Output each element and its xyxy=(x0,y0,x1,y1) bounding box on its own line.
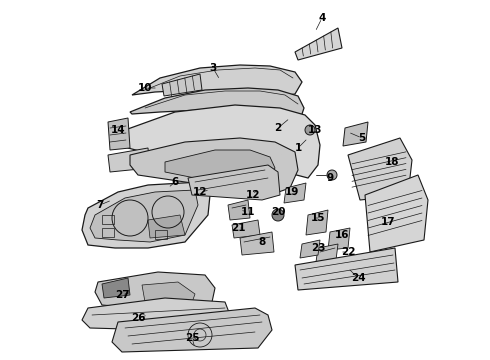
Text: 20: 20 xyxy=(271,207,285,217)
Text: 19: 19 xyxy=(285,187,299,197)
Polygon shape xyxy=(108,118,130,150)
Polygon shape xyxy=(162,74,202,96)
Text: 18: 18 xyxy=(385,157,399,167)
Text: 14: 14 xyxy=(111,125,125,135)
Polygon shape xyxy=(112,308,272,352)
Text: 6: 6 xyxy=(172,177,179,187)
Polygon shape xyxy=(306,210,328,235)
Polygon shape xyxy=(108,148,150,172)
Text: 25: 25 xyxy=(185,333,199,343)
Polygon shape xyxy=(228,200,250,220)
Text: 3: 3 xyxy=(209,63,217,73)
Text: 1: 1 xyxy=(294,143,302,153)
Text: 15: 15 xyxy=(311,213,325,223)
Text: 8: 8 xyxy=(258,237,266,247)
Text: 7: 7 xyxy=(97,200,104,210)
Text: 23: 23 xyxy=(311,243,325,253)
Text: 13: 13 xyxy=(308,125,322,135)
Circle shape xyxy=(327,170,337,180)
Polygon shape xyxy=(240,232,274,255)
Polygon shape xyxy=(82,298,230,330)
Polygon shape xyxy=(348,138,412,200)
Text: 4: 4 xyxy=(318,13,326,23)
Polygon shape xyxy=(130,138,298,195)
Polygon shape xyxy=(300,240,320,258)
Polygon shape xyxy=(295,28,342,60)
Polygon shape xyxy=(130,88,304,120)
Polygon shape xyxy=(90,190,198,242)
Polygon shape xyxy=(95,272,215,310)
Polygon shape xyxy=(102,278,130,298)
Text: 17: 17 xyxy=(381,217,395,227)
Polygon shape xyxy=(132,65,302,98)
Text: 9: 9 xyxy=(326,173,334,183)
Text: 10: 10 xyxy=(138,83,152,93)
Polygon shape xyxy=(343,122,368,146)
Text: 27: 27 xyxy=(115,290,129,300)
Text: 16: 16 xyxy=(335,230,349,240)
Text: 12: 12 xyxy=(246,190,260,200)
Text: 5: 5 xyxy=(358,133,366,143)
Polygon shape xyxy=(142,282,195,310)
Bar xyxy=(102,215,114,224)
Bar xyxy=(155,230,167,239)
Circle shape xyxy=(272,209,284,221)
Polygon shape xyxy=(328,228,350,250)
Text: 11: 11 xyxy=(241,207,255,217)
Text: 26: 26 xyxy=(131,313,145,323)
Polygon shape xyxy=(165,150,275,185)
Text: 2: 2 xyxy=(274,123,282,133)
Circle shape xyxy=(305,125,315,135)
Text: 21: 21 xyxy=(231,223,245,233)
Text: 12: 12 xyxy=(193,187,207,197)
Polygon shape xyxy=(232,220,260,238)
Polygon shape xyxy=(125,105,320,178)
Text: 22: 22 xyxy=(341,247,355,257)
Polygon shape xyxy=(365,175,428,252)
Bar xyxy=(102,228,114,237)
Polygon shape xyxy=(284,183,306,203)
Polygon shape xyxy=(188,165,280,200)
Polygon shape xyxy=(82,182,210,248)
Text: 24: 24 xyxy=(351,273,366,283)
Polygon shape xyxy=(148,215,185,238)
Polygon shape xyxy=(295,248,398,290)
Polygon shape xyxy=(316,244,338,262)
